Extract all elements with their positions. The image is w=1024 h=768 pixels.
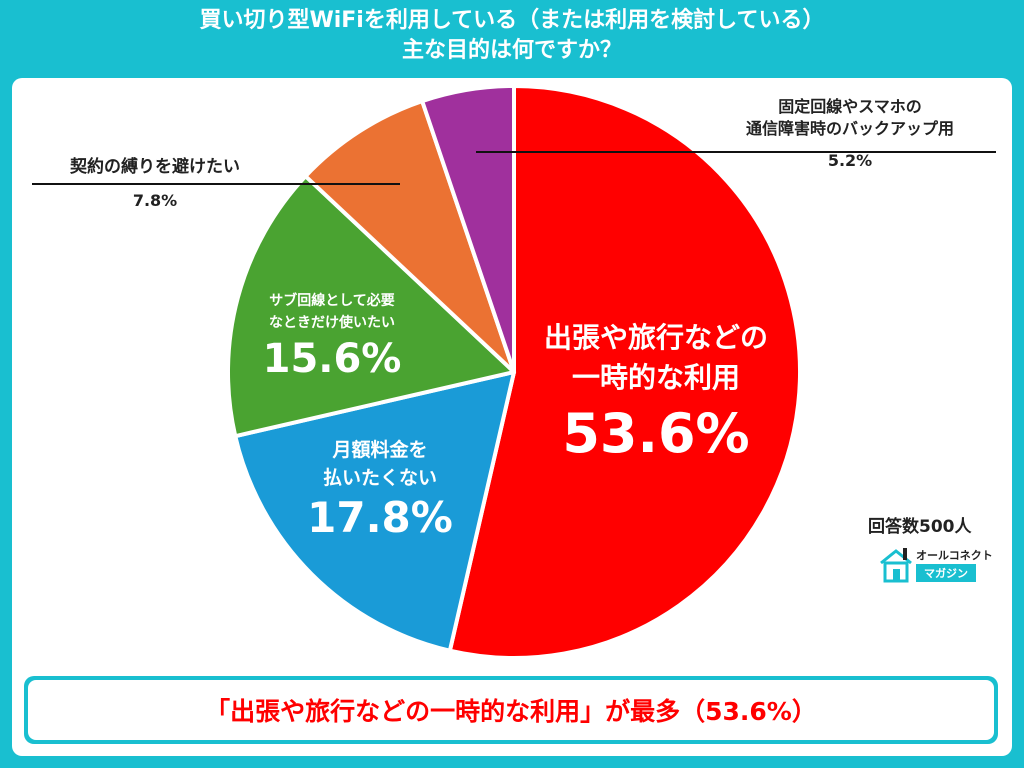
chart-title: 買い切り型WiFiを利用している（または利用を検討している） 主な目的は何ですか… (0, 6, 1024, 66)
slice-label-sub-line2: なときだけ使いたい (269, 315, 395, 331)
slice-label-sub-line: サブ回線として必要 なときだけ使いたい 15.6% (232, 290, 432, 384)
slice-label-sub-line1: サブ回線として必要 (269, 293, 395, 309)
slice-backup (420, 84, 516, 374)
slice-label-travel-line2: 一時的な利用 (571, 361, 740, 394)
slice-monthly (233, 370, 516, 653)
title-line-1: 買い切り型WiFiを利用している（または利用を検討している） (199, 8, 825, 33)
callout-backup-line1: 固定回線やスマホの (778, 97, 922, 116)
slice-value-monthly: 17.8% (307, 493, 453, 542)
slice-travel (447, 84, 802, 660)
summary-banner-text: 「出張や旅行などの一時的な利用」が最多（53.6%） (28, 680, 994, 740)
house-icon (880, 548, 912, 583)
callout-contract: 契約の縛りを避けたい 7.8% (30, 156, 280, 212)
brand-logo: オールコネクト マガジン (878, 546, 998, 586)
callout-contract-value: 7.8% (132, 191, 178, 210)
logo-subname: マガジン (916, 564, 976, 582)
slice-label-monthly: 月額料金を 払いたくない 17.8% (280, 436, 480, 544)
slice-label-travel-line1: 出張や旅行などの (543, 321, 768, 354)
slice-label-monthly-line1: 月額料金を (332, 439, 428, 461)
slice-label-travel: 出張や旅行などの 一時的な利用 53.6% (516, 318, 796, 470)
slice-contract (303, 99, 516, 374)
slice-value-sub-line: 15.6% (262, 336, 402, 382)
slice-label-monthly-line2: 払いたくない (322, 467, 437, 489)
summary-banner: 「出張や旅行などの一時的な利用」が最多（53.6%） (24, 676, 998, 744)
callout-contract-label: 契約の縛りを避けたい (70, 157, 240, 177)
callout-backup-value: 5.2% (827, 151, 873, 170)
callout-backup-line2: 通信障害時のバックアップ用 (745, 119, 954, 138)
logo-name: オールコネクト (916, 549, 993, 562)
respondent-count: 回答数500人 (868, 517, 972, 537)
slice-sub-line (226, 174, 516, 439)
slice-value-travel: 53.6% (562, 402, 750, 465)
callout-backup: 固定回線やスマホの 通信障害時のバックアップ用 5.2% (700, 96, 1000, 172)
title-line-2: 主な目的は何ですか？ (401, 38, 622, 63)
